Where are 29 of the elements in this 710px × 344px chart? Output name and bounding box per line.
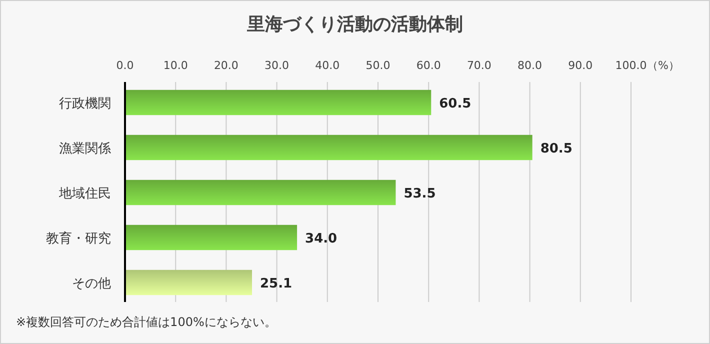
y-tick-label: 教育・研究 [46, 230, 111, 246]
data-label: 60.5 [439, 96, 472, 112]
x-tick-label: 100.0 [615, 59, 647, 72]
y-tick-label: その他 [72, 276, 111, 292]
bar [125, 224, 298, 250]
text: ※複数回答可のため合計値は100%にならない。 [16, 315, 276, 329]
x-tick-label: 20.0 [214, 59, 238, 72]
x-tick-label: 30.0 [264, 59, 290, 72]
x-tick-label: 90.0 [568, 59, 593, 72]
x-axis-title: （%） [647, 59, 680, 72]
data-label: 25.1 [260, 276, 292, 292]
x-tick-label: 60.0 [416, 59, 441, 72]
bar [125, 180, 396, 206]
y-tick-label: 行政機関 [59, 96, 111, 112]
x-tick-label: 70.0 [466, 59, 492, 72]
x-tick-label: 40.0 [315, 59, 340, 72]
x-tick-label: 0.0 [116, 59, 134, 72]
x-tick-label: 10.0 [163, 59, 188, 72]
bar [125, 134, 532, 160]
data-label: 53.5 [404, 186, 436, 202]
chart-title: 里海づくり活動の活動体制 [246, 14, 463, 35]
y-tick-label: 漁業関係 [59, 142, 111, 156]
data-label: 80.5 [540, 142, 572, 156]
x-tick-label: 80.0 [518, 59, 542, 72]
y-tick-label: 地域住民 [58, 186, 111, 202]
bar [125, 90, 432, 116]
data-label: 34.0 [305, 232, 338, 246]
x-tick-label: 50.0 [366, 59, 390, 72]
bar [125, 270, 252, 296]
